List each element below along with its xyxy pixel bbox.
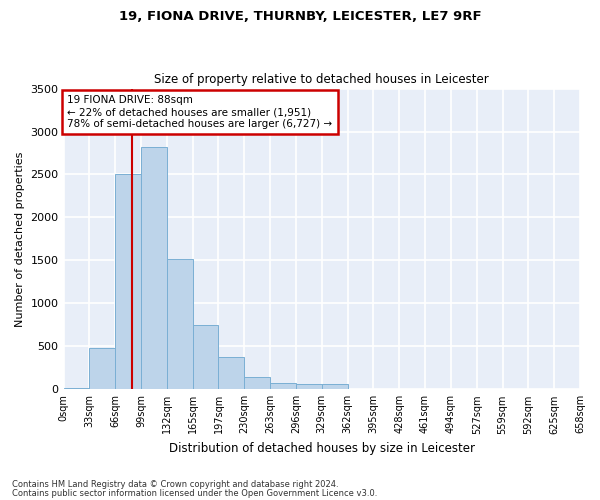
Text: Contains public sector information licensed under the Open Government Licence v3: Contains public sector information licen… bbox=[12, 488, 377, 498]
Bar bbox=[64, 388, 89, 390]
Bar bbox=[89, 348, 115, 390]
Y-axis label: Number of detached properties: Number of detached properties bbox=[15, 151, 25, 326]
Bar bbox=[193, 325, 218, 390]
Bar bbox=[296, 384, 322, 390]
Bar bbox=[322, 384, 347, 390]
Bar bbox=[270, 383, 296, 390]
Bar bbox=[218, 356, 244, 390]
Bar bbox=[115, 174, 141, 390]
Text: 19, FIONA DRIVE, THURNBY, LEICESTER, LE7 9RF: 19, FIONA DRIVE, THURNBY, LEICESTER, LE7… bbox=[119, 10, 481, 23]
Title: Size of property relative to detached houses in Leicester: Size of property relative to detached ho… bbox=[154, 73, 489, 86]
X-axis label: Distribution of detached houses by size in Leicester: Distribution of detached houses by size … bbox=[169, 442, 475, 455]
Text: Contains HM Land Registry data © Crown copyright and database right 2024.: Contains HM Land Registry data © Crown c… bbox=[12, 480, 338, 489]
Bar bbox=[167, 258, 193, 390]
Bar bbox=[141, 147, 167, 390]
Text: 19 FIONA DRIVE: 88sqm
← 22% of detached houses are smaller (1,951)
78% of semi-d: 19 FIONA DRIVE: 88sqm ← 22% of detached … bbox=[67, 96, 332, 128]
Bar bbox=[244, 378, 270, 390]
